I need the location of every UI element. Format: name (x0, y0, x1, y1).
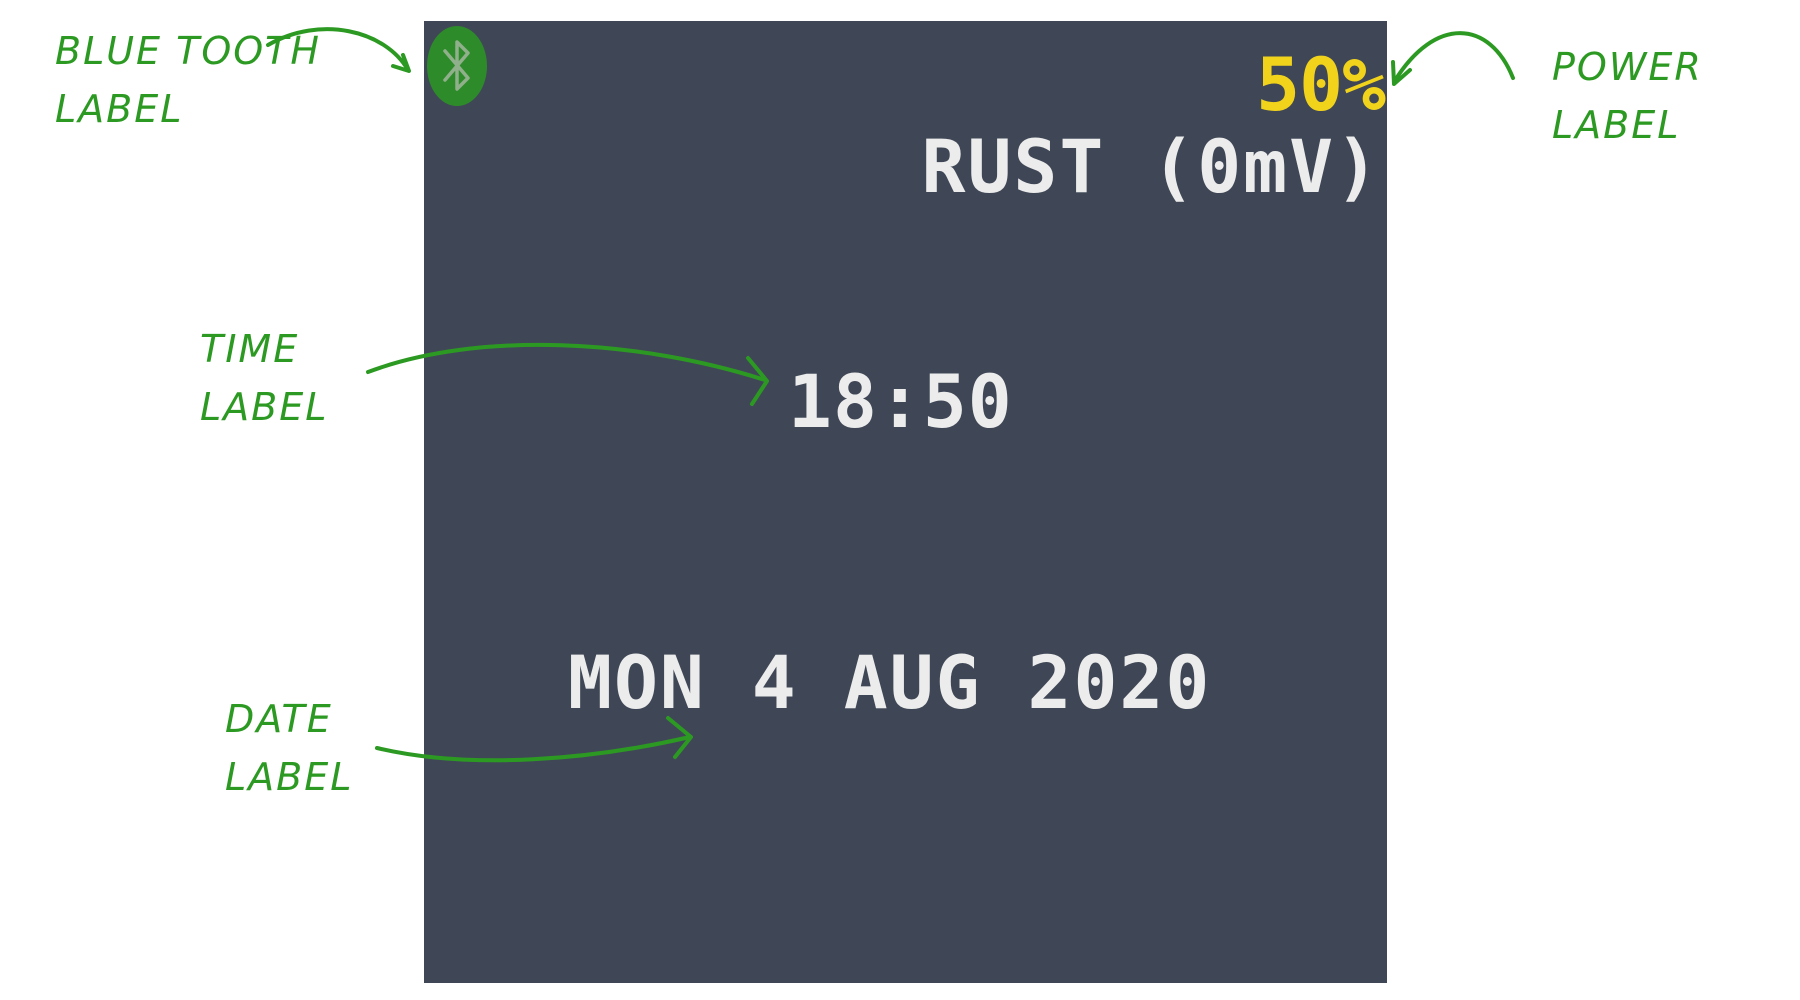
watch-screen: 50% RUST (0mV) 18:50 MON 4 AUG 2020 (424, 21, 1387, 983)
power-label: 50% (1256, 43, 1386, 128)
date-label: MON 4 AUG 2020 (568, 641, 1212, 726)
date-annotation: Date Label (225, 697, 354, 799)
rust-voltage-label: RUST (0mV) (921, 125, 1381, 210)
bluetooth-icon (427, 26, 487, 106)
power-annotation: Power Label (1552, 45, 1703, 147)
power-arrowhead (1391, 60, 1412, 86)
power-arrow (1392, 31, 1515, 84)
bluetooth-annotation: Blue tooth Label (55, 29, 321, 131)
time-label: 18:50 (788, 360, 1013, 445)
time-annotation: Time Label (200, 327, 329, 429)
bluetooth-arrowhead (391, 53, 411, 73)
